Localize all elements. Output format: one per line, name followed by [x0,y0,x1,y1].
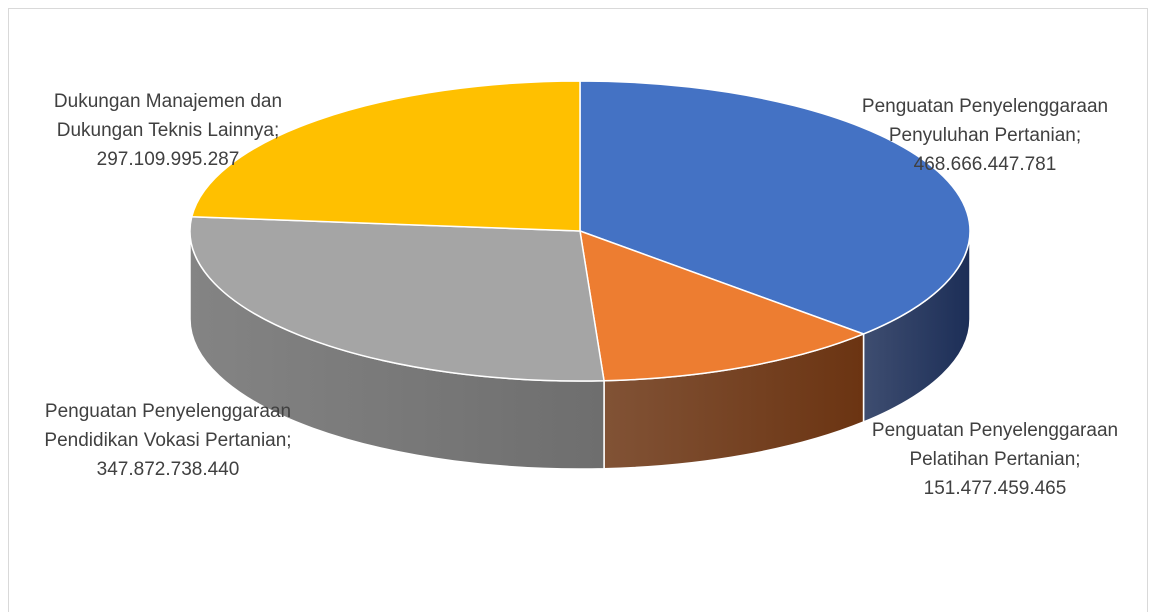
slice-3-data-label: Penguatan Penyelenggaraan Pendidikan Voka… [44,401,291,480]
slice-4-data-label: Dukungan Manajemen dan Dukungan Teknis La… [54,91,282,170]
slice-2-label-line-3: 151.477.459.465 [924,478,1067,499]
slice-2-label-line-1: Penguatan Penyelenggaraan [872,420,1118,441]
slice-1-label-line-2: Penyuluhan Pertanian; [889,125,1081,146]
slice-3-label-line-1: Penguatan Penyelenggaraan [45,401,291,422]
pie-top [189,80,971,382]
slice-3 [189,215,605,382]
slice-1-label-line-1: Penguatan Penyelenggaraan [862,96,1108,117]
slice-4-label-line-3: 297.109.995.287 [97,149,240,170]
slice-1 [579,80,971,335]
slice-3-label-line-2: Pendidikan Vokasi Pertanian; [44,430,291,451]
pie-labels: Penguatan Penyelenggaraan Penyuluhan Pert… [44,91,1118,499]
slice-2 [579,230,865,382]
slice-4-label-line-2: Dukungan Teknis Lainnya; [57,120,280,141]
pie-sides [189,230,971,470]
slice-4 [191,80,581,232]
slice-4-label-line-1: Dukungan Manajemen dan [54,91,282,112]
slice-1-label-line-3: 468.666.447.781 [914,154,1057,175]
slice-3-label-line-3: 347.872.738.440 [97,459,240,480]
slice-1-data-label: Penguatan Penyelenggaraan Penyuluhan Pert… [862,96,1108,175]
slice-2-label-line-2: Pelatihan Pertanian; [909,449,1080,470]
slice-2-data-label: Penguatan Penyelenggaraan Pelatihan Perta… [872,420,1118,499]
